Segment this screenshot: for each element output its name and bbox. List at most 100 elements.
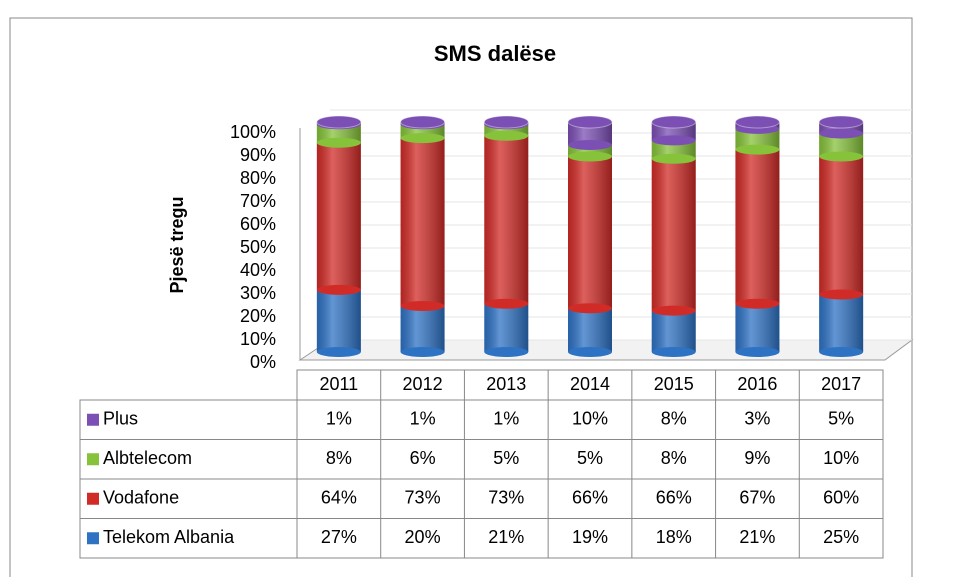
bar-bottom — [568, 140, 612, 150]
table-value: 6% — [410, 448, 436, 468]
bar-shade — [735, 128, 780, 150]
y-tick-label: 0% — [250, 352, 276, 372]
bar-bottom — [651, 305, 696, 316]
bar-shade — [316, 289, 361, 352]
bar-bottom — [484, 347, 529, 357]
bar-cap — [400, 115, 446, 129]
legend-label: Albtelecom — [103, 448, 192, 468]
x-tick-label: 2012 — [403, 374, 443, 394]
bar-shade — [735, 303, 780, 352]
bar-shade — [819, 156, 864, 295]
x-tick-label: 2014 — [570, 374, 610, 394]
table-value: 1% — [493, 409, 519, 429]
legend-label: Plus — [103, 409, 138, 429]
bar-bottom — [735, 298, 780, 309]
bar-shade — [568, 122, 612, 145]
y-tick-label: 10% — [240, 329, 276, 349]
bar-cap — [734, 115, 780, 129]
bar-bottom — [568, 151, 612, 162]
legend-swatch — [87, 492, 99, 505]
bar-shade — [316, 142, 361, 290]
table-value: 9% — [744, 448, 770, 468]
y-axis-title: Pjesë tregu — [167, 196, 187, 293]
y-tick-label: 20% — [240, 306, 276, 326]
bar-bottom — [484, 298, 529, 309]
bar-bottom — [568, 347, 612, 357]
table-value: 66% — [572, 488, 608, 508]
legend-label: Telekom Albania — [103, 527, 235, 547]
y-tick-label: 40% — [240, 260, 276, 280]
table-value: 66% — [656, 488, 692, 508]
bar-shade — [819, 133, 864, 157]
bar-bottom — [316, 347, 361, 357]
table-value: 5% — [828, 409, 854, 429]
legend-swatch — [87, 532, 99, 545]
table-value: 1% — [410, 409, 436, 429]
y-tick-label: 90% — [240, 145, 276, 165]
table-value: 20% — [405, 527, 441, 547]
table-value: 8% — [661, 409, 687, 429]
y-tick-label: 30% — [240, 283, 276, 303]
bar-bottom — [400, 301, 445, 311]
x-tick-label: 2017 — [821, 374, 861, 394]
bar-shade — [651, 158, 696, 311]
table-value: 1% — [326, 409, 352, 429]
table-value: 25% — [823, 527, 859, 547]
bar-shade — [568, 156, 612, 309]
x-tick-label: 2011 — [319, 374, 358, 394]
bar-bottom — [316, 137, 361, 148]
bar-bottom — [651, 153, 696, 164]
table-value: 60% — [823, 488, 859, 508]
table-value: 27% — [321, 527, 357, 547]
table-value: 73% — [488, 488, 524, 508]
table-value: 10% — [572, 409, 608, 429]
bar-cap — [651, 115, 697, 129]
bar-shade — [484, 124, 529, 136]
table-value: 5% — [493, 448, 519, 468]
y-tick-label: 70% — [240, 191, 276, 211]
bar-shade — [316, 124, 361, 143]
bar-bottom — [819, 151, 864, 162]
legend-swatch — [87, 453, 99, 466]
table-value: 18% — [656, 527, 692, 547]
bar-shade — [484, 303, 529, 352]
x-tick-label: 2016 — [737, 374, 777, 394]
bar-cap — [567, 115, 613, 129]
table-value: 10% — [823, 448, 859, 468]
bar-bottom — [651, 347, 696, 357]
bar-bottom — [735, 347, 780, 357]
y-tick-label: 80% — [240, 168, 276, 188]
bar-cap — [483, 115, 529, 129]
legend-label: Vodafone — [103, 488, 179, 508]
table-value: 19% — [572, 527, 608, 547]
bar-bottom — [651, 135, 696, 146]
y-tick-label: 50% — [240, 237, 276, 257]
chart-title: SMS dalëse — [434, 41, 556, 66]
bar-bottom — [819, 347, 864, 357]
bar-shade — [568, 308, 612, 352]
table-value: 21% — [488, 527, 524, 547]
table-value: 21% — [739, 527, 775, 547]
bar-shade — [651, 140, 696, 159]
bar-shade — [484, 135, 529, 304]
bar-cap — [316, 115, 362, 129]
bar-bottom — [735, 144, 780, 155]
bar-shade — [400, 138, 445, 306]
bar-shade — [735, 149, 780, 304]
table-value: 3% — [744, 409, 770, 429]
bar-cap — [818, 115, 864, 129]
bar-bottom — [484, 130, 529, 141]
bar-shade — [819, 294, 864, 352]
y-tick-label: 100% — [230, 122, 276, 142]
bar-shade — [568, 145, 612, 157]
bar-bottom — [400, 133, 445, 144]
bar-bottom — [316, 284, 361, 295]
table-value: 73% — [405, 488, 441, 508]
legend-swatch — [87, 413, 99, 426]
table-value: 64% — [321, 488, 357, 508]
table-value: 8% — [661, 448, 687, 468]
y-tick-label: 60% — [240, 214, 276, 234]
bar-bottom — [400, 347, 445, 357]
